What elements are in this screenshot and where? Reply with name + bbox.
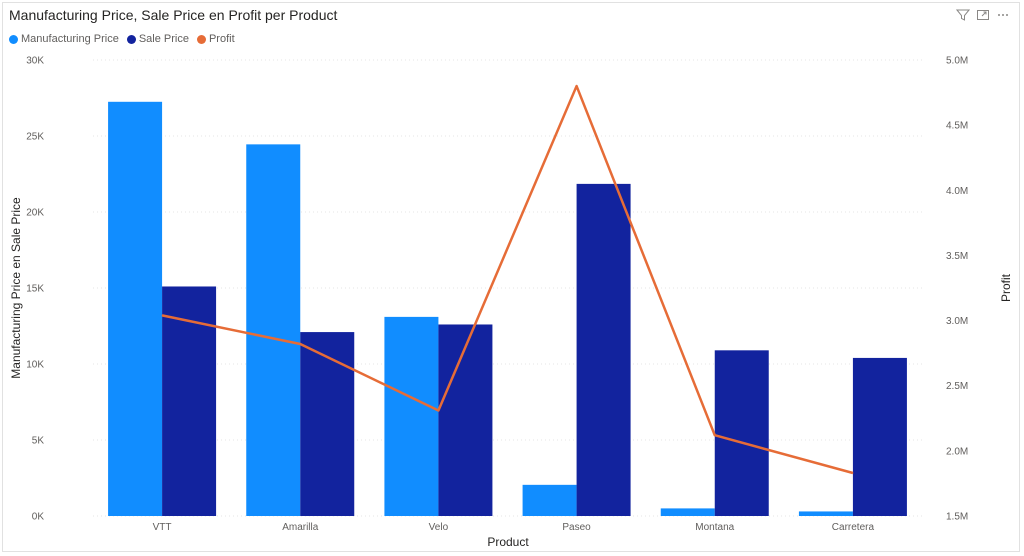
legend-item-sale-price[interactable]: Sale Price xyxy=(126,33,189,45)
y2-tick-label: 5.0M xyxy=(946,56,968,67)
more-options-icon[interactable] xyxy=(996,8,1010,22)
y-tick-label: 15K xyxy=(26,284,44,295)
y2-tick-label: 4.0M xyxy=(946,186,968,197)
point-profit xyxy=(714,434,716,436)
y2-tick-label: 2.0M xyxy=(946,446,968,457)
legend: Manufacturing Price Sale Price Profit xyxy=(9,33,235,45)
bar-manufacturing-price xyxy=(522,484,577,516)
y2-tick-label: 2.5M xyxy=(946,381,968,392)
bar-sale-price xyxy=(714,350,769,516)
bar-manufacturing-price xyxy=(108,101,163,517)
bar-manufacturing-price xyxy=(384,316,439,516)
legend-label: Manufacturing Price xyxy=(21,33,119,45)
bar-manufacturing-price xyxy=(660,508,715,516)
x-tick-label: Carretera xyxy=(832,522,875,533)
y-tick-label: 25K xyxy=(26,132,44,143)
bar-sale-price xyxy=(438,324,493,516)
x-tick-label: Montana xyxy=(695,522,734,533)
x-tick-label: Velo xyxy=(429,522,449,533)
point-profit xyxy=(299,343,301,345)
x-tick-label: Paseo xyxy=(562,522,591,533)
x-axis-title: Product xyxy=(487,535,529,549)
focus-mode-icon[interactable] xyxy=(976,8,990,22)
legend-marker xyxy=(126,34,136,44)
bar-sale-price xyxy=(300,332,355,516)
visual-header-icons xyxy=(956,8,1010,22)
x-tick-label: VTT xyxy=(153,522,172,533)
y-tick-label: 5K xyxy=(32,436,45,447)
y-tick-label: 20K xyxy=(26,208,44,219)
y-axis-title: Manufacturing Price en Sale Price xyxy=(9,197,23,379)
y2-tick-label: 3.5M xyxy=(946,251,968,262)
filter-icon[interactable] xyxy=(956,8,970,22)
y2-axis-title: Profit xyxy=(999,273,1013,302)
point-profit xyxy=(852,472,854,474)
line-profit xyxy=(161,84,854,475)
y2-tick-label: 4.5M xyxy=(946,121,968,132)
point-profit xyxy=(437,409,439,411)
bar-manufacturing-price xyxy=(246,144,301,517)
bar-sale-price xyxy=(852,357,907,516)
point-profit xyxy=(576,85,578,87)
chart-title: Manufacturing Price, Sale Price en Profi… xyxy=(9,7,338,23)
bar-manufacturing-price xyxy=(798,511,853,516)
legend-label: Profit xyxy=(208,33,235,45)
bar-sale-price xyxy=(576,183,631,516)
legend-item-profit[interactable]: Profit xyxy=(196,33,235,45)
y2-tick-label: 1.5M xyxy=(946,512,968,523)
legend-marker xyxy=(196,34,206,44)
point-profit xyxy=(161,314,163,316)
legend-label: Sale Price xyxy=(138,33,189,45)
y-tick-label: 30K xyxy=(26,56,44,67)
y-tick-label: 10K xyxy=(26,360,44,371)
y-tick-label: 0K xyxy=(32,512,45,523)
legend-item-manufacturing-price[interactable]: Manufacturing Price xyxy=(9,33,119,45)
legend-marker xyxy=(9,34,18,44)
y2-tick-label: 3.0M xyxy=(946,316,968,327)
x-tick-label: Amarilla xyxy=(282,522,319,533)
